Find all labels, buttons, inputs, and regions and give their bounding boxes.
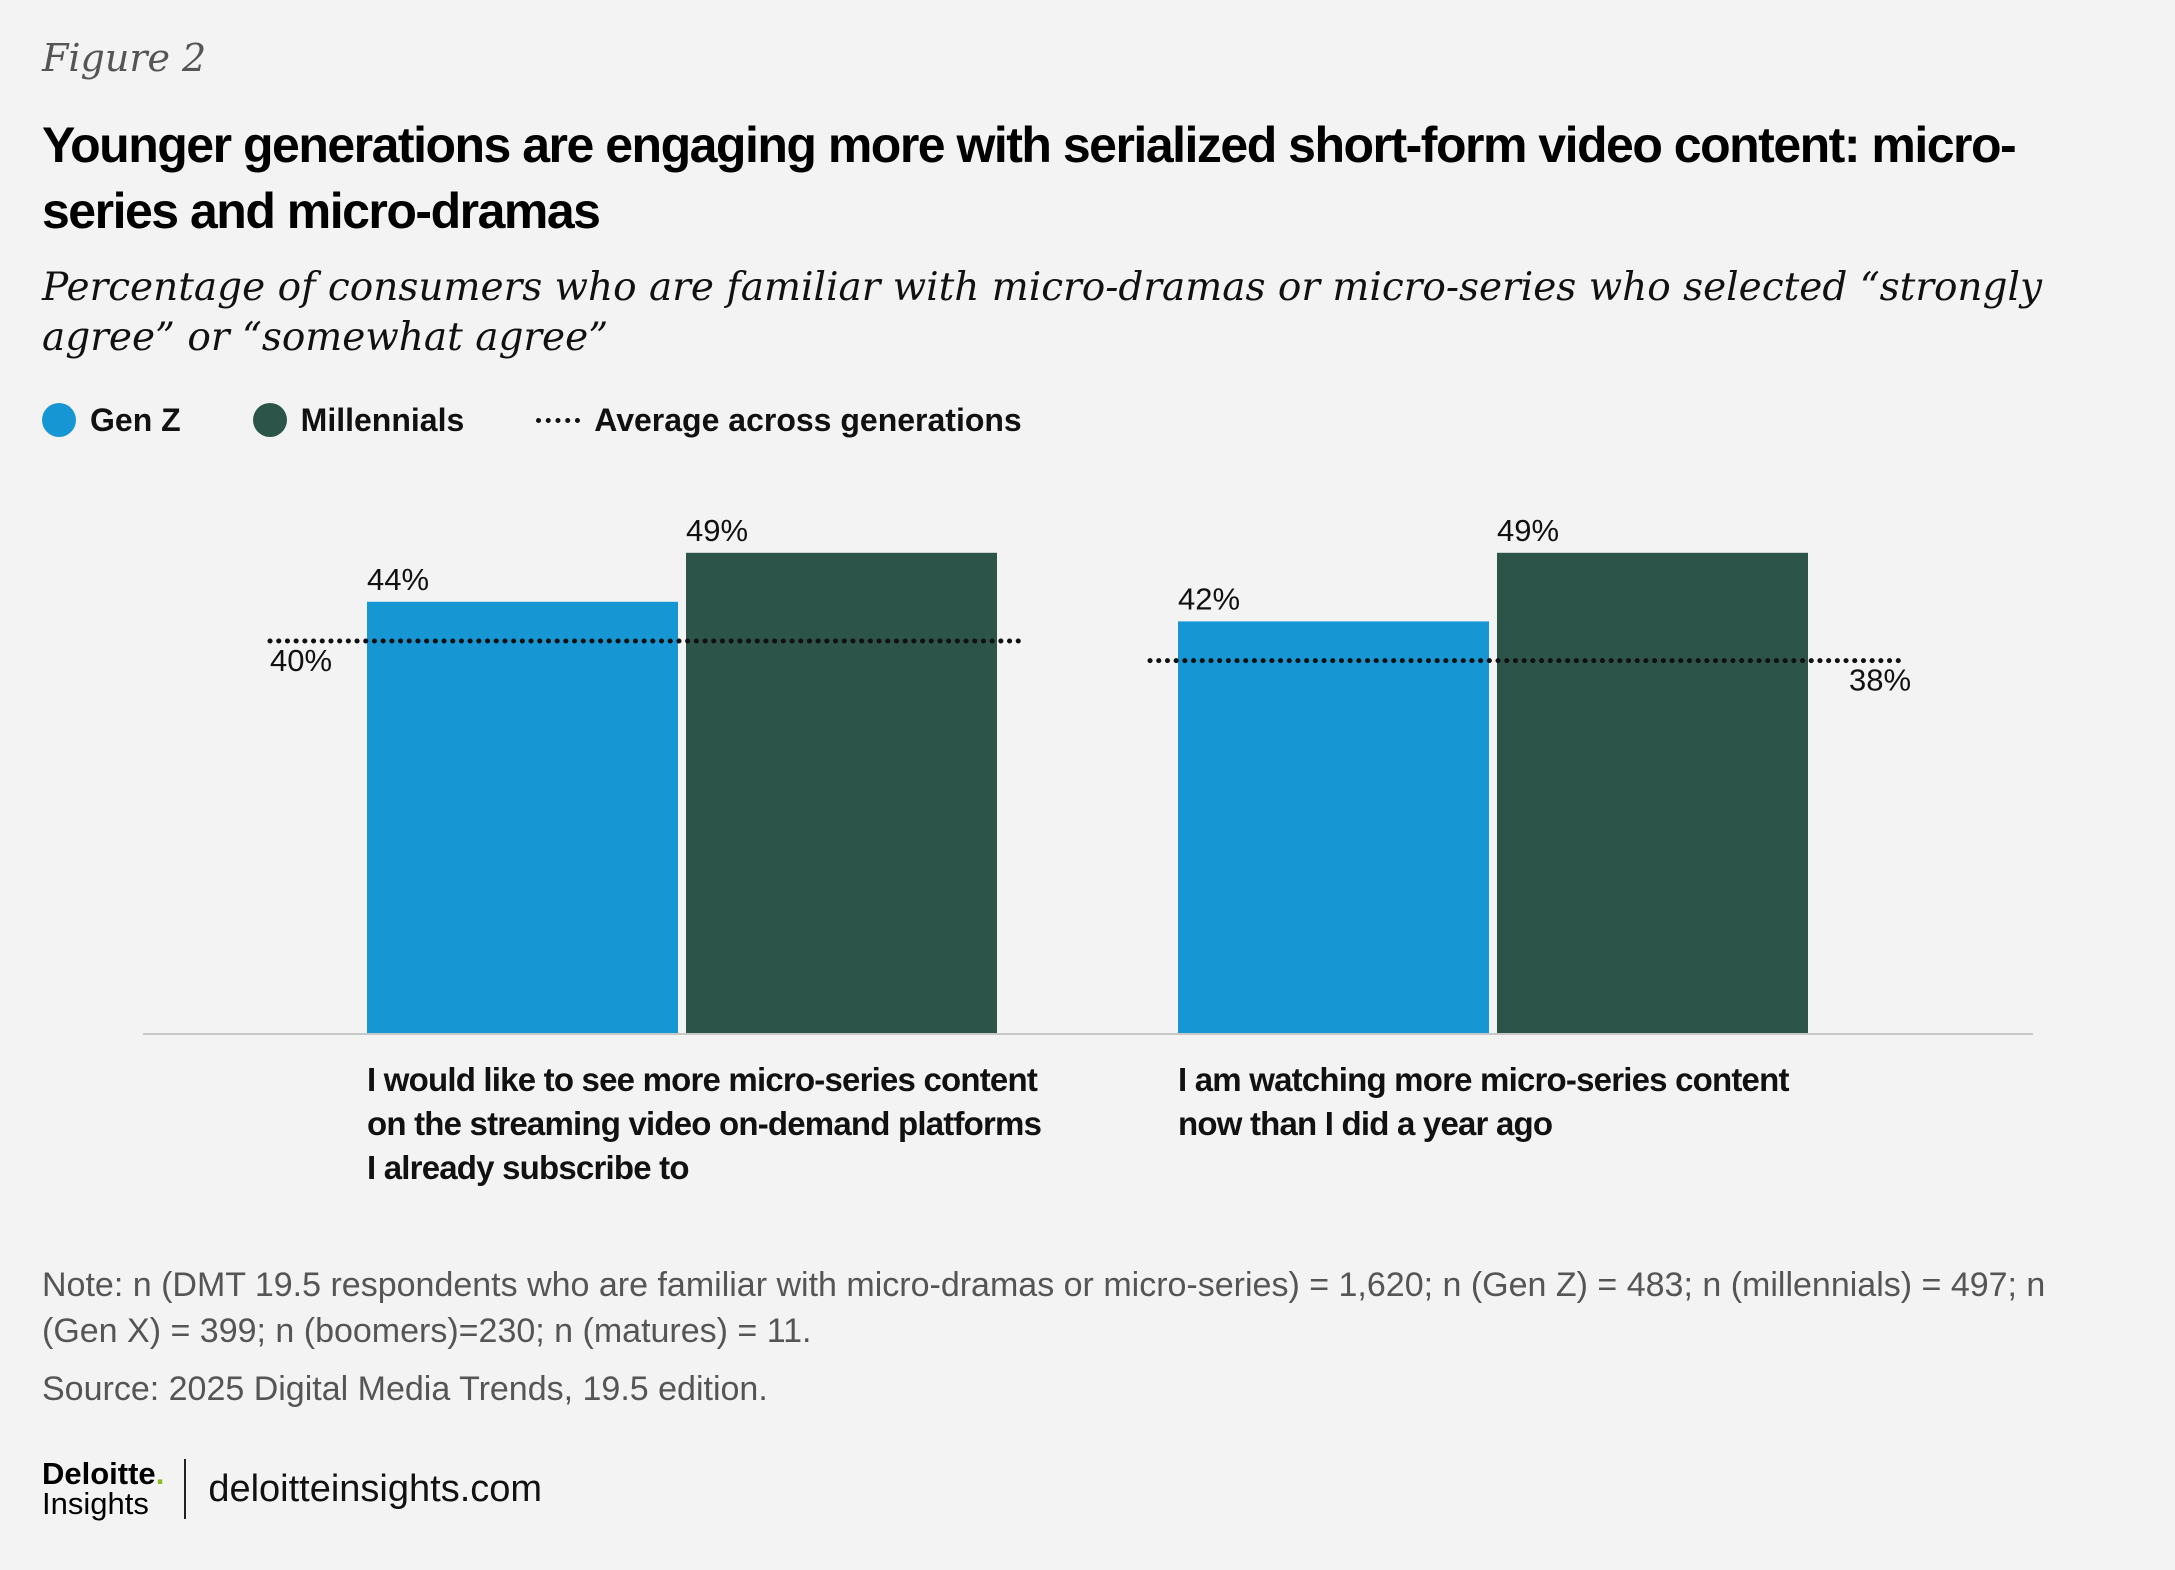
average-label-1: 40% <box>270 643 332 678</box>
bar-millennials-2 <box>1497 552 1808 1033</box>
logo-subtitle: Insights <box>42 1486 149 1521</box>
category-label-1-line-2: on the streaming video on-demand platfor… <box>367 1105 1041 1142</box>
legend-label-average: Average across generations <box>594 401 1022 438</box>
legend-item-average: Average across generations <box>536 401 1022 439</box>
chart-source: Source: 2025 Digital Media Trends, 19.5 … <box>42 1370 768 1408</box>
chart-note: Note: n (DMT 19.5 respondents who are fa… <box>42 1266 2046 1350</box>
legend-dotted-line-icon <box>536 417 581 423</box>
legend-label-millennials: Millennials <box>300 401 465 438</box>
data-label-gen-z-2: 42% <box>1178 581 1240 616</box>
legend-item-gen-z: Gen Z <box>42 402 181 439</box>
bar-chart: 44% 49% 40% I would like to see more micro-… <box>143 513 2033 1186</box>
footer: Deloitte. Insights deloitteinsights.com <box>42 1458 542 1520</box>
data-label-millennials-2: 49% <box>1497 513 1559 548</box>
data-label-gen-z-1: 44% <box>367 562 429 597</box>
legend-item-millennials: Millennials <box>252 401 465 439</box>
bar-gen-z-1 <box>367 601 678 1033</box>
footer-site-link[interactable]: deloitteinsights.com <box>208 1467 543 1510</box>
logo-wordmark: Deloitte <box>42 1456 156 1491</box>
figure-label: Figure 2 <box>42 36 207 80</box>
category-label-2-line-1: I am watching more micro-series content <box>1178 1061 1789 1098</box>
category-label-1-line-3: I already subscribe to <box>367 1149 689 1186</box>
category-label-2-line-2: now than I did a year ago <box>1178 1105 1552 1142</box>
legend-swatch-millennials <box>252 403 287 437</box>
data-label-millennials-1: 49% <box>686 513 748 548</box>
legend-swatch-gen-z <box>42 403 76 437</box>
bar-gen-z-2 <box>1178 621 1489 1033</box>
legend-label-gen-z: Gen Z <box>90 401 181 438</box>
logo-green-dot: . <box>155 1456 165 1491</box>
category-label-1-line-1: I would like to see more micro-series co… <box>367 1061 1038 1098</box>
average-label-2: 38% <box>1849 663 1911 698</box>
footer-divider <box>184 1459 187 1519</box>
chart-subtitle: Percentage of consumers who are familiar… <box>42 265 2043 360</box>
chart-title: Younger generations are engaging more wi… <box>42 117 2017 239</box>
deloitte-insights-logo: Deloitte. Insights <box>42 1456 165 1521</box>
legend: Gen Z Millennials Average across generat… <box>42 395 1094 445</box>
bar-millennials-1 <box>686 552 997 1033</box>
